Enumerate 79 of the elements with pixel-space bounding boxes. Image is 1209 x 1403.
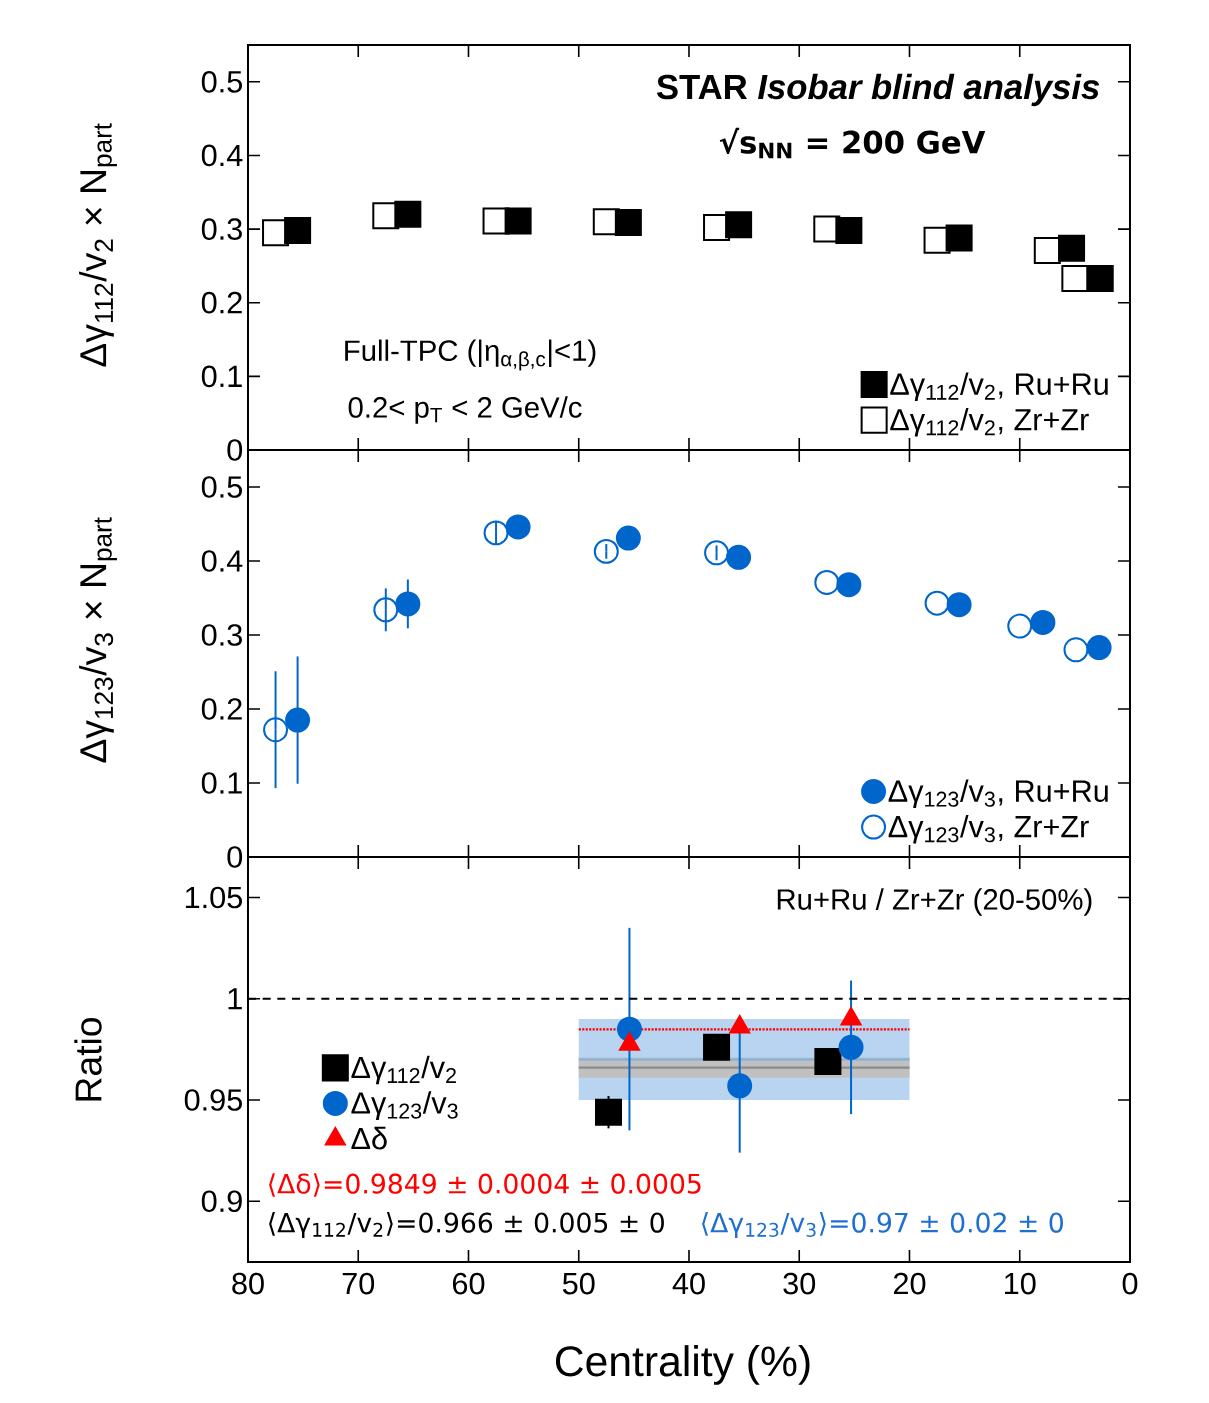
y-tick-label: 0.1 [201, 365, 242, 388]
legend-label: Δγ$_{112}$/v$_{2}$, Zr+Zr [890, 408, 1089, 437]
point [945, 224, 973, 252]
point [814, 569, 840, 595]
y-axis-title: Ratio [74, 1018, 102, 1101]
x-tick-label: 50 [562, 1272, 595, 1295]
y-tick-label: 0.5 [201, 476, 242, 498]
y-axis-title: Δγ$_{123}$/v$_{3}$ × N$_{part}$ [79, 517, 117, 763]
point [704, 540, 730, 566]
x-tick-label: 30 [783, 1272, 816, 1295]
y-tick-label: 1 [228, 988, 242, 1010]
legend-label: Δγ$_{112}$/v$_{2}$ [351, 1055, 456, 1085]
point [394, 200, 422, 228]
x-tick-label: 0 [1122, 1272, 1138, 1295]
point [482, 207, 510, 235]
point [1086, 264, 1114, 292]
point [703, 214, 731, 242]
point [1033, 236, 1061, 264]
y-tick-label: 0.4 [201, 550, 243, 572]
x-tick-label: 40 [672, 1272, 705, 1295]
point [923, 226, 951, 254]
point [592, 208, 620, 236]
y-tick-label: 0.2 [201, 698, 242, 720]
point [1063, 637, 1089, 663]
y-tick-label: 0.4 [201, 144, 243, 167]
point [1086, 635, 1112, 661]
point [813, 215, 841, 243]
x-axis-title: Centrality (%) [555, 1345, 810, 1385]
point [1058, 234, 1086, 262]
point [946, 592, 972, 618]
legend-label: Δγ$_{123}$/v$_{3}$ [351, 1091, 458, 1120]
point [505, 514, 531, 540]
y-tick-label: 0 [227, 439, 243, 461]
y-tick-label: 0.2 [201, 291, 242, 314]
point [1061, 264, 1089, 292]
point [835, 217, 863, 245]
point [924, 590, 950, 616]
y-tick-label: 0.5 [201, 70, 242, 93]
y-tick-label: 0.3 [201, 218, 242, 240]
annotation: Ru+Ru / Zr+Zr (20-50%) [777, 888, 1092, 916]
annotation: ⟨Δδ⟩=0.9849 ± 0.0004 ± 0.0005 [269, 1173, 701, 1197]
annotation: Full-TPC (|η$_{α,β,c}$|<1) [345, 339, 596, 371]
legend-label: Δγ$_{123}$/v$_{3}$, Ru+Ru [888, 779, 1108, 808]
x-tick-label: 70 [342, 1272, 375, 1295]
point [725, 211, 753, 239]
x-tick-label: 20 [893, 1272, 926, 1295]
x-tick-label: 80 [232, 1272, 264, 1295]
point [615, 525, 641, 551]
point [1007, 613, 1033, 639]
point [263, 717, 289, 743]
y-tick-label: 0.95 [184, 1089, 242, 1111]
annotation: 0.2< p$_{T}$ < 2 GeV/c [348, 396, 582, 424]
point [373, 597, 399, 623]
legend-label: Δγ$_{123}$/v$_{3}$, Zr+Zr [888, 814, 1089, 844]
point [262, 219, 290, 247]
point [726, 544, 752, 570]
annotation: ⟨Δγ$_{112}$/v$_{2}$⟩=0.966 ± 0.005 ± 0 [269, 1212, 664, 1238]
x-tick-label: 10 [1005, 1272, 1036, 1295]
point [395, 591, 421, 617]
point [836, 572, 862, 598]
point [483, 520, 509, 546]
x-tick-label: 60 [452, 1272, 485, 1295]
y-tick-label: 0.1 [201, 772, 242, 794]
point [593, 538, 619, 564]
y-tick-label: 1.05 [185, 886, 242, 909]
y-tick-label: 0.9 [201, 1190, 242, 1213]
legend-label: Δγ$_{112}$/v$_{2}$, Ru+Ru [890, 372, 1108, 402]
annotation: ⟨Δγ$_{123}$/v$_{3}$⟩=0.97 ± 0.02 ± 0 [702, 1212, 1063, 1238]
y-axis-title: Δγ$_{112}$/v$_{2}$ × N$_{part}$ [79, 123, 117, 367]
point [372, 202, 400, 230]
text: STAR Isobar blind analysis [656, 73, 1100, 107]
point [285, 707, 311, 733]
point [614, 208, 642, 236]
point [284, 217, 312, 245]
legend-label: Δδ [351, 1126, 387, 1150]
point [1030, 609, 1056, 635]
y-tick-label: 0.3 [201, 624, 242, 646]
y-tick-label: 0 [227, 846, 243, 868]
text: √s$_{NN}$ = 200 GeV [719, 127, 986, 159]
